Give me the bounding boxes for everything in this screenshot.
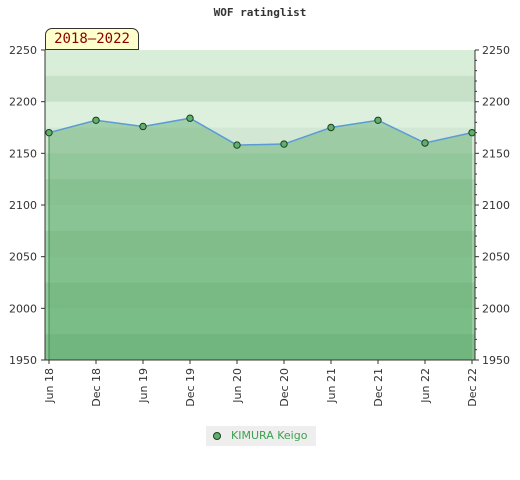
x-tick-label: Dec 18 — [90, 368, 103, 407]
rating-series — [45, 114, 476, 149]
y-tick-label: 2250 — [482, 44, 510, 57]
y-tick-label: 2150 — [482, 147, 510, 160]
data-point — [280, 140, 288, 148]
x-tick-label: Jun 19 — [137, 368, 150, 404]
band — [45, 334, 475, 361]
data-point — [139, 122, 147, 131]
band — [45, 153, 475, 180]
y-tick-label: 2100 — [482, 199, 510, 212]
legend[interactable]: KIMURA Keigo — [206, 426, 316, 446]
data-point — [92, 116, 100, 124]
rating-line — [48, 117, 473, 146]
y-tick-label: 2000 — [482, 302, 510, 315]
chart-title: WOF ratinglist — [213, 6, 307, 19]
y-tick-label: 2200 — [9, 96, 37, 109]
x-tick-label: Dec 22 — [466, 368, 479, 407]
band — [45, 308, 475, 335]
band — [45, 230, 475, 258]
band — [45, 50, 475, 77]
band — [45, 205, 475, 232]
x-tick-label: Jun 18 — [43, 368, 56, 404]
band — [45, 256, 475, 283]
x-tick-label: Dec 20 — [278, 368, 291, 407]
y-tick-label: 2150 — [9, 147, 37, 160]
band — [45, 282, 475, 309]
left-y-axis: 1950 2000 2050 2100 2150 2200 2250 — [9, 44, 46, 367]
rating-area-fill — [49, 118, 472, 360]
x-tick-label: Jun 22 — [419, 368, 432, 404]
y-tick-label: 2050 — [9, 251, 37, 264]
data-point — [186, 114, 194, 122]
legend-label: KIMURA Keigo — [231, 429, 308, 442]
period-badge: 2018–2022 — [45, 28, 139, 50]
y-tick-label: 1950 — [9, 354, 37, 367]
legend-marker — [213, 432, 221, 440]
data-point — [421, 139, 429, 147]
background-bands — [45, 50, 475, 361]
y-tick-label: 2200 — [482, 96, 510, 109]
data-point — [327, 123, 335, 132]
y-tick-label: 2100 — [9, 199, 37, 212]
right-y-axis: 1950 2000 2050 2100 2150 2200 2250 — [474, 44, 510, 367]
y-tick-label: 2000 — [9, 302, 37, 315]
x-tick-label: Dec 21 — [372, 368, 385, 407]
x-tick-label: Jun 20 — [231, 368, 244, 404]
y-tick-label: 2050 — [482, 251, 510, 264]
x-axis: Jun 18 Dec 18 Jun 19 Dec 19 Jun 20 Dec 20 Jun … — [43, 359, 479, 407]
data-point — [468, 128, 476, 137]
x-tick-label: Jun 21 — [325, 368, 338, 404]
data-point — [45, 128, 53, 137]
data-point — [233, 141, 241, 149]
y-tick-label: 1950 — [482, 354, 510, 367]
x-tick-label: Dec 19 — [184, 368, 197, 407]
y-tick-label: 2250 — [9, 44, 37, 57]
band — [45, 179, 475, 206]
rating-area — [48, 118, 472, 360]
band — [45, 75, 475, 103]
data-point — [374, 116, 382, 124]
